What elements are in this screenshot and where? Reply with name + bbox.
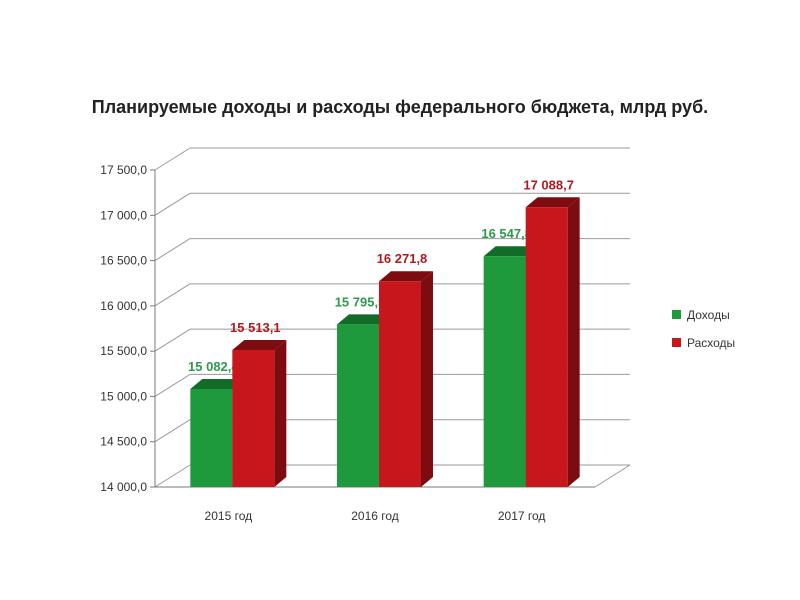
gridline-diagonal xyxy=(154,419,191,443)
bar xyxy=(483,256,526,487)
bar xyxy=(232,349,275,487)
data-label: 15 513,1 xyxy=(230,320,281,335)
legend-label: Доходы xyxy=(687,308,730,322)
bar-side xyxy=(567,197,580,488)
gridline-diagonal xyxy=(154,238,191,261)
gridline-diagonal xyxy=(154,464,191,488)
data-label: 15 082,4 xyxy=(188,359,239,374)
gridline-diagonal xyxy=(154,283,191,307)
bar-top xyxy=(379,271,433,282)
y-tick-label: 17 500,0 xyxy=(100,163,147,177)
legend-label: Расходы xyxy=(687,336,735,350)
y-tick-label: 16 500,0 xyxy=(100,254,147,268)
gridline-diagonal xyxy=(154,374,191,397)
bar-top xyxy=(232,339,287,350)
data-label: 16 547,8 xyxy=(481,226,532,241)
bar xyxy=(525,207,568,488)
gridline-diagonal xyxy=(154,328,191,352)
data-label: 17 088,7 xyxy=(523,177,574,192)
data-label: 16 271,8 xyxy=(377,251,428,266)
y-tick-label: 14 500,0 xyxy=(100,435,147,449)
legend-swatch xyxy=(672,310,681,319)
x-tick-label: 2015 год xyxy=(205,509,253,523)
gridline-diagonal xyxy=(154,147,191,171)
x-tick-label: 2016 год xyxy=(351,509,399,523)
bar xyxy=(379,281,421,487)
y-tick-label: 15 000,0 xyxy=(100,389,147,403)
legend-swatch xyxy=(672,338,681,347)
y-tick-label: 16 000,0 xyxy=(100,299,147,313)
y-tick-label: 14 000,0 xyxy=(100,480,147,494)
bar-side xyxy=(274,339,287,487)
chart-title: Планируемые доходы и расходы федеральног… xyxy=(91,97,709,117)
y-tick-label: 15 500,0 xyxy=(100,344,147,358)
bar-top xyxy=(483,246,538,257)
x-tick-label: 2017 год xyxy=(498,509,546,523)
data-label: 15 795,5 xyxy=(335,294,386,309)
bar-top xyxy=(190,378,245,389)
y-tick-label: 17 000,0 xyxy=(100,208,147,222)
bar-top xyxy=(525,197,580,208)
bar xyxy=(337,324,379,487)
floor-edge xyxy=(594,464,631,488)
gridline-diagonal xyxy=(154,192,191,216)
bar-top xyxy=(337,314,391,325)
bar xyxy=(190,388,233,487)
bar-side xyxy=(421,271,433,487)
